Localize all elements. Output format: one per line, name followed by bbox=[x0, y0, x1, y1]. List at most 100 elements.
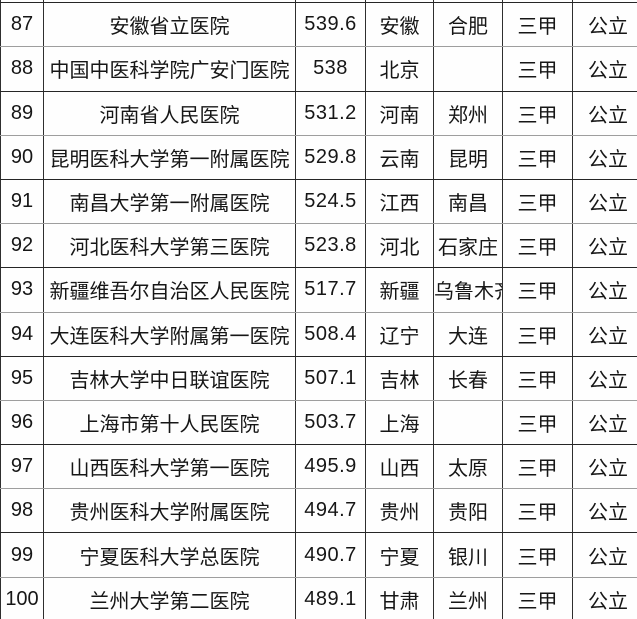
city-cell: 贵阳 bbox=[433, 488, 503, 534]
province-cell: 北京 bbox=[365, 46, 434, 92]
city-cell: 南昌 bbox=[433, 179, 503, 225]
table-row: 100 兰州大学第二医院 489.1 甘肃 兰州 三甲 公立 bbox=[0, 577, 637, 619]
score-cell: 507.1 bbox=[295, 356, 366, 401]
score-cell: 503.7 bbox=[295, 400, 366, 446]
city-cell bbox=[433, 46, 503, 92]
table-row: 89 河南省人民医院 531.2 河南 郑州 三甲 公立 bbox=[0, 91, 637, 136]
city-cell: 郑州 bbox=[433, 91, 503, 136]
hospital-name-cell: 大连医科大学附属第一医院 bbox=[43, 312, 296, 357]
hospital-name-cell: 宁夏医科大学总医院 bbox=[43, 532, 296, 578]
province-cell: 云南 bbox=[365, 135, 434, 180]
grade-cell: 三甲 bbox=[502, 135, 573, 180]
province-cell: 贵州 bbox=[365, 488, 434, 534]
province-cell: 河北 bbox=[365, 223, 434, 269]
table-row: 96 上海市第十人民医院 503.7 上海 三甲 公立 bbox=[0, 400, 637, 446]
score-cell: 494.7 bbox=[295, 488, 366, 534]
hospital-name-cell: 上海市第十人民医院 bbox=[43, 400, 296, 446]
rank-cell: 98 bbox=[0, 488, 44, 534]
score-cell: 538 bbox=[295, 46, 366, 92]
rank-cell: 90 bbox=[0, 135, 44, 180]
province-cell: 辽宁 bbox=[365, 312, 434, 357]
type-cell: 公立 bbox=[572, 532, 637, 578]
hospital-name-cell: 南昌大学第一附属医院 bbox=[43, 179, 296, 225]
city-cell: 乌鲁木齐 bbox=[433, 267, 503, 313]
type-cell: 公立 bbox=[572, 400, 637, 446]
province-cell: 宁夏 bbox=[365, 532, 434, 578]
city-cell: 昆明 bbox=[433, 135, 503, 180]
score-cell: 539.6 bbox=[295, 2, 366, 48]
province-cell: 吉林 bbox=[365, 356, 434, 401]
hospital-name-cell: 昆明医科大学第一附属医院 bbox=[43, 135, 296, 180]
type-cell: 公立 bbox=[572, 444, 637, 490]
grade-cell: 三甲 bbox=[502, 532, 573, 578]
province-cell: 河南 bbox=[365, 91, 434, 136]
type-cell: 公立 bbox=[572, 46, 637, 92]
hospital-name-cell: 兰州大学第二医院 bbox=[43, 577, 296, 619]
city-cell: 太原 bbox=[433, 444, 503, 490]
table-row: 90 昆明医科大学第一附属医院 529.8 云南 昆明 三甲 公立 bbox=[0, 135, 637, 180]
rank-cell: 91 bbox=[0, 179, 44, 225]
rank-cell: 97 bbox=[0, 444, 44, 490]
type-cell: 公立 bbox=[572, 179, 637, 225]
grade-cell: 三甲 bbox=[502, 179, 573, 225]
table-row: 88 中国中医科学院广安门医院 538 北京 三甲 公立 bbox=[0, 46, 637, 92]
score-cell: 489.1 bbox=[295, 577, 366, 619]
rank-cell: 88 bbox=[0, 46, 44, 92]
score-cell: 531.2 bbox=[295, 91, 366, 136]
rank-cell: 87 bbox=[0, 2, 44, 48]
score-cell: 495.9 bbox=[295, 444, 366, 490]
type-cell: 公立 bbox=[572, 356, 637, 401]
type-cell: 公立 bbox=[572, 267, 637, 313]
table-row: 91 南昌大学第一附属医院 524.5 江西 南昌 三甲 公立 bbox=[0, 179, 637, 225]
table-row: 97 山西医科大学第一医院 495.9 山西 太原 三甲 公立 bbox=[0, 444, 637, 490]
grade-cell: 三甲 bbox=[502, 46, 573, 92]
province-cell: 江西 bbox=[365, 179, 434, 225]
table-row: 87 安徽省立医院 539.6 安徽 合肥 三甲 公立 bbox=[0, 2, 637, 48]
grade-cell: 三甲 bbox=[502, 400, 573, 446]
rank-cell: 93 bbox=[0, 267, 44, 313]
type-cell: 公立 bbox=[572, 312, 637, 357]
city-cell: 兰州 bbox=[433, 577, 503, 619]
grade-cell: 三甲 bbox=[502, 577, 573, 619]
hospital-name-cell: 河南省人民医院 bbox=[43, 91, 296, 136]
city-cell: 大连 bbox=[433, 312, 503, 357]
province-cell: 山西 bbox=[365, 444, 434, 490]
table-row: 99 宁夏医科大学总医院 490.7 宁夏 银川 三甲 公立 bbox=[0, 532, 637, 578]
cut-off-row bbox=[0, 0, 637, 4]
city-cell: 银川 bbox=[433, 532, 503, 578]
hospital-name-cell: 吉林大学中日联谊医院 bbox=[43, 356, 296, 401]
table-row: 95 吉林大学中日联谊医院 507.1 吉林 长春 三甲 公立 bbox=[0, 356, 637, 401]
type-cell: 公立 bbox=[572, 91, 637, 136]
grade-cell: 三甲 bbox=[502, 356, 573, 401]
hospital-name-cell: 河北医科大学第三医院 bbox=[43, 223, 296, 269]
hospital-name-cell: 中国中医科学院广安门医院 bbox=[43, 46, 296, 92]
grade-cell: 三甲 bbox=[502, 488, 573, 534]
score-cell: 523.8 bbox=[295, 223, 366, 269]
grade-cell: 三甲 bbox=[502, 444, 573, 490]
hospital-name-cell: 贵州医科大学附属医院 bbox=[43, 488, 296, 534]
hospital-name-cell: 山西医科大学第一医院 bbox=[43, 444, 296, 490]
score-cell: 524.5 bbox=[295, 179, 366, 225]
city-cell: 合肥 bbox=[433, 2, 503, 48]
table-row: 98 贵州医科大学附属医院 494.7 贵州 贵阳 三甲 公立 bbox=[0, 488, 637, 534]
grade-cell: 三甲 bbox=[502, 2, 573, 48]
type-cell: 公立 bbox=[572, 135, 637, 180]
score-cell: 529.8 bbox=[295, 135, 366, 180]
table-row: 92 河北医科大学第三医院 523.8 河北 石家庄 三甲 公立 bbox=[0, 223, 637, 269]
score-cell: 490.7 bbox=[295, 532, 366, 578]
type-cell: 公立 bbox=[572, 577, 637, 619]
province-cell: 甘肃 bbox=[365, 577, 434, 619]
hospital-name-cell: 安徽省立医院 bbox=[43, 2, 296, 48]
rank-cell: 100 bbox=[0, 577, 44, 619]
score-cell: 508.4 bbox=[295, 312, 366, 357]
rank-cell: 94 bbox=[0, 312, 44, 357]
province-cell: 新疆 bbox=[365, 267, 434, 313]
rank-cell: 92 bbox=[0, 223, 44, 269]
rank-cell: 95 bbox=[0, 356, 44, 401]
type-cell: 公立 bbox=[572, 488, 637, 534]
province-cell: 安徽 bbox=[365, 2, 434, 48]
grade-cell: 三甲 bbox=[502, 312, 573, 357]
